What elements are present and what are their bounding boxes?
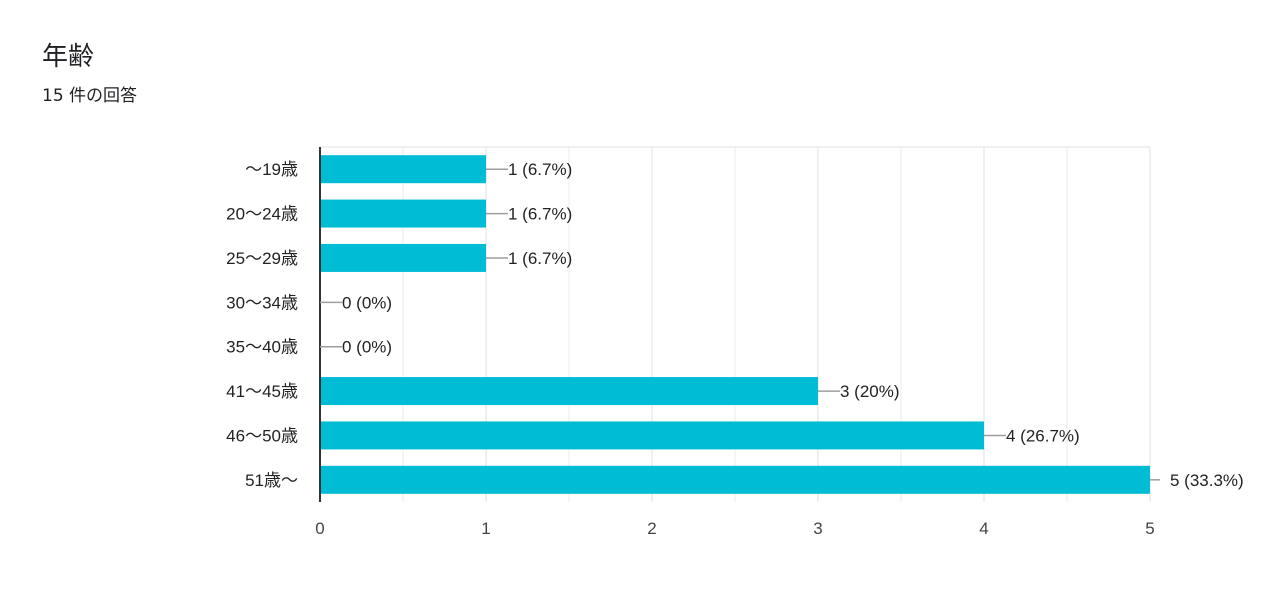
data-label: 1 (6.7%) xyxy=(508,160,572,179)
x-tick-label: 0 xyxy=(315,519,324,538)
data-label: 0 (0%) xyxy=(342,338,392,357)
category-label: 35〜40歳 xyxy=(226,338,298,357)
bars xyxy=(320,155,1150,494)
x-tick-label: 1 xyxy=(481,519,490,538)
chart-header: 年齢 15 件の回答 xyxy=(42,40,137,108)
bar xyxy=(320,421,984,450)
category-label: 〜19歳 xyxy=(245,160,298,179)
data-label: 0 (0%) xyxy=(342,293,392,312)
bar xyxy=(320,243,486,272)
axes: 0 1 2 3 4 5 xyxy=(315,147,1155,538)
x-tick-label: 2 xyxy=(647,519,656,538)
category-label: 51歳〜 xyxy=(245,471,298,490)
x-tick-label: 3 xyxy=(813,519,822,538)
data-label: 3 (20%) xyxy=(840,382,900,401)
response-count: 15 件の回答 xyxy=(42,86,138,106)
bar xyxy=(320,199,486,228)
category-label: 25〜29歳 xyxy=(226,249,298,268)
category-label: 46〜50歳 xyxy=(226,426,298,445)
category-label: 20〜24歳 xyxy=(226,205,298,224)
chart-title: 年齢 xyxy=(42,42,95,72)
bar xyxy=(320,155,486,184)
data-label: 4 (26.7%) xyxy=(1006,426,1080,445)
data-label: 1 (6.7%) xyxy=(508,205,572,224)
data-label: 5 (33.3%) xyxy=(1170,471,1244,490)
x-tick-label: 4 xyxy=(979,519,988,538)
x-tick-label: 5 xyxy=(1145,519,1154,538)
data-label: 1 (6.7%) xyxy=(508,249,572,268)
bar xyxy=(320,465,1150,494)
labels: 〜19歳 1 (6.7%) 20〜24歳 1 (6.7%) 25〜29歳 1 (6.7%)… xyxy=(226,160,1244,490)
bar xyxy=(320,377,818,406)
category-label: 41〜45歳 xyxy=(226,382,298,401)
category-label: 30〜34歳 xyxy=(226,293,298,312)
